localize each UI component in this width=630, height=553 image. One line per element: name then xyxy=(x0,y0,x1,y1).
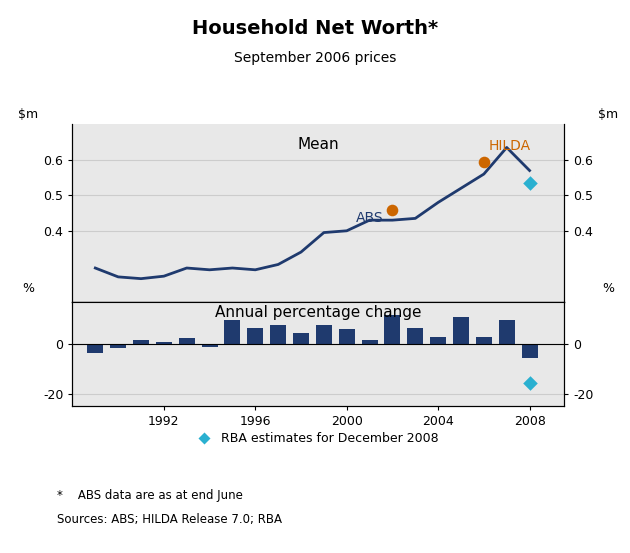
Bar xyxy=(293,333,309,344)
Text: *    ABS data are as at end June: * ABS data are as at end June xyxy=(57,489,243,503)
Text: $m: $m xyxy=(18,108,38,121)
Bar xyxy=(88,344,103,353)
Text: Mean: Mean xyxy=(297,137,339,152)
Bar xyxy=(202,344,217,347)
Bar xyxy=(499,320,515,344)
Bar xyxy=(316,325,332,344)
Bar xyxy=(179,338,195,344)
Bar xyxy=(156,342,172,344)
Bar xyxy=(110,344,126,348)
Text: HILDA: HILDA xyxy=(488,139,530,154)
Text: Annual percentage change: Annual percentage change xyxy=(215,305,421,320)
Legend: RBA estimates for December 2008: RBA estimates for December 2008 xyxy=(186,427,444,450)
Bar xyxy=(362,340,377,344)
Bar xyxy=(339,329,355,344)
Bar xyxy=(453,317,469,344)
Bar xyxy=(133,340,149,344)
Bar xyxy=(407,328,423,344)
Text: Sources: ABS; HILDA Release 7.0; RBA: Sources: ABS; HILDA Release 7.0; RBA xyxy=(57,513,282,526)
Bar xyxy=(522,344,537,358)
Bar xyxy=(224,320,241,344)
Text: Household Net Worth*: Household Net Worth* xyxy=(192,19,438,38)
Bar xyxy=(430,337,446,344)
Point xyxy=(525,179,535,187)
Text: ABS: ABS xyxy=(356,211,384,226)
Point xyxy=(387,205,398,214)
Point xyxy=(525,378,535,387)
Text: September 2006 prices: September 2006 prices xyxy=(234,51,396,65)
Text: $m: $m xyxy=(598,108,618,121)
Bar xyxy=(270,325,286,344)
Bar xyxy=(476,337,492,344)
Text: %: % xyxy=(22,283,34,295)
Bar xyxy=(384,315,401,344)
Text: %: % xyxy=(602,283,614,295)
Bar xyxy=(248,328,263,344)
Point xyxy=(479,157,489,166)
